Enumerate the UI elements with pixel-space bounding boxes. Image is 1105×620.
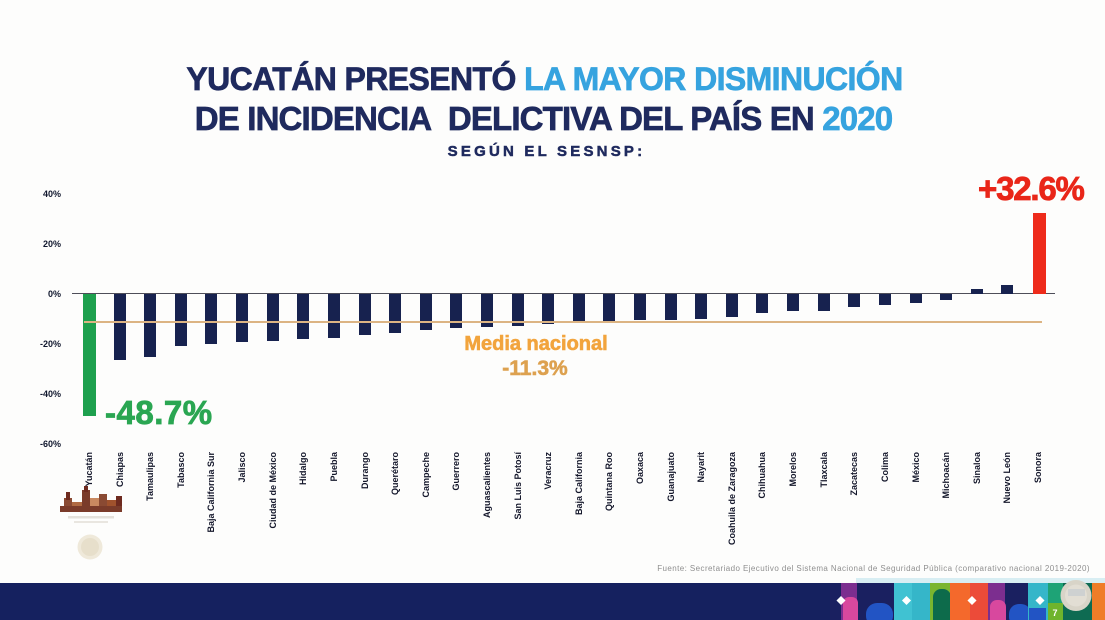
svg-text:7: 7 — [1052, 608, 1057, 618]
